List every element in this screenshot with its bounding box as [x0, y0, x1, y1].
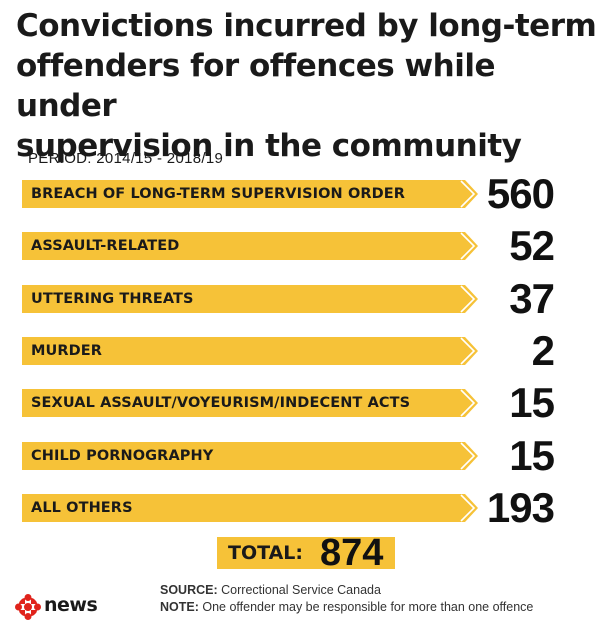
chevron-right-icon	[458, 285, 478, 313]
source-line: SOURCE: Correctional Service Canada	[160, 582, 533, 599]
bar-value: 15	[509, 432, 555, 479]
note-line: NOTE: One offender may be responsible fo…	[160, 599, 533, 616]
bar	[22, 442, 465, 470]
bar-value: 560	[486, 170, 555, 217]
chevron-right-icon	[458, 232, 478, 260]
bar-label: UTTERING THREATS	[31, 291, 194, 307]
bar-label: ASSAULT-RELATED	[31, 238, 180, 254]
period-subtitle: PERIOD: 2014/15 - 2018/19	[28, 150, 224, 167]
bar-value: 2	[531, 327, 555, 374]
total-label: TOTAL:	[228, 542, 304, 564]
title-line: Convictions incurred by long-term	[16, 8, 597, 44]
note-key: NOTE:	[160, 600, 199, 614]
bar	[22, 285, 465, 313]
bar	[22, 389, 465, 417]
bar-row: ALL OTHERS 193	[22, 487, 602, 529]
bar-label: SEXUAL ASSAULT/VOYEURISM/INDECENT ACTS	[31, 395, 411, 411]
logo-text: news	[44, 594, 98, 616]
chevron-right-icon	[458, 337, 478, 365]
bar-value: 193	[486, 484, 555, 531]
footer-notes: SOURCE: Correctional Service Canada NOTE…	[160, 582, 533, 616]
bar-label: CHILD PORNOGRAPHY	[31, 448, 214, 464]
chevron-right-icon	[458, 389, 478, 417]
source-key: SOURCE:	[160, 583, 218, 597]
title-line: supervision in the community	[16, 128, 522, 164]
note-text: One offender may be responsible for more…	[202, 600, 534, 614]
bar-value: 15	[509, 379, 555, 426]
chart-title: Convictions incurred by long-term offend…	[16, 6, 601, 166]
chevron-right-icon	[458, 494, 478, 522]
bar-row: ASSAULT-RELATED 52	[22, 225, 602, 267]
bar	[22, 180, 465, 208]
title-line: offenders for offences while under	[16, 48, 495, 124]
bar-row: MURDER 2	[22, 330, 602, 372]
source-text: Correctional Service Canada	[221, 583, 381, 597]
bar-row: CHILD PORNOGRAPHY 15	[22, 435, 602, 477]
bar	[22, 337, 465, 365]
bar-value: 37	[509, 275, 555, 322]
cbc-news-logo: news	[14, 592, 104, 622]
bar	[22, 232, 465, 260]
bar-label: MURDER	[31, 343, 103, 359]
bar-value: 52	[509, 222, 555, 269]
bar-row: BREACH OF LONG-TERM SUPERVISION ORDER 560	[22, 173, 602, 215]
total-value: 874	[320, 532, 384, 574]
chevron-right-icon	[458, 180, 478, 208]
cbc-gem-icon	[15, 594, 41, 620]
chevron-right-icon	[458, 442, 478, 470]
bar-label: ALL OTHERS	[31, 500, 133, 516]
bar	[22, 494, 465, 522]
bar-label: BREACH OF LONG-TERM SUPERVISION ORDER	[31, 186, 406, 202]
bar-row: UTTERING THREATS 37	[22, 278, 602, 320]
bar-row: SEXUAL ASSAULT/VOYEURISM/INDECENT ACTS 15	[22, 382, 602, 424]
total-box: TOTAL: 874	[217, 533, 395, 573]
